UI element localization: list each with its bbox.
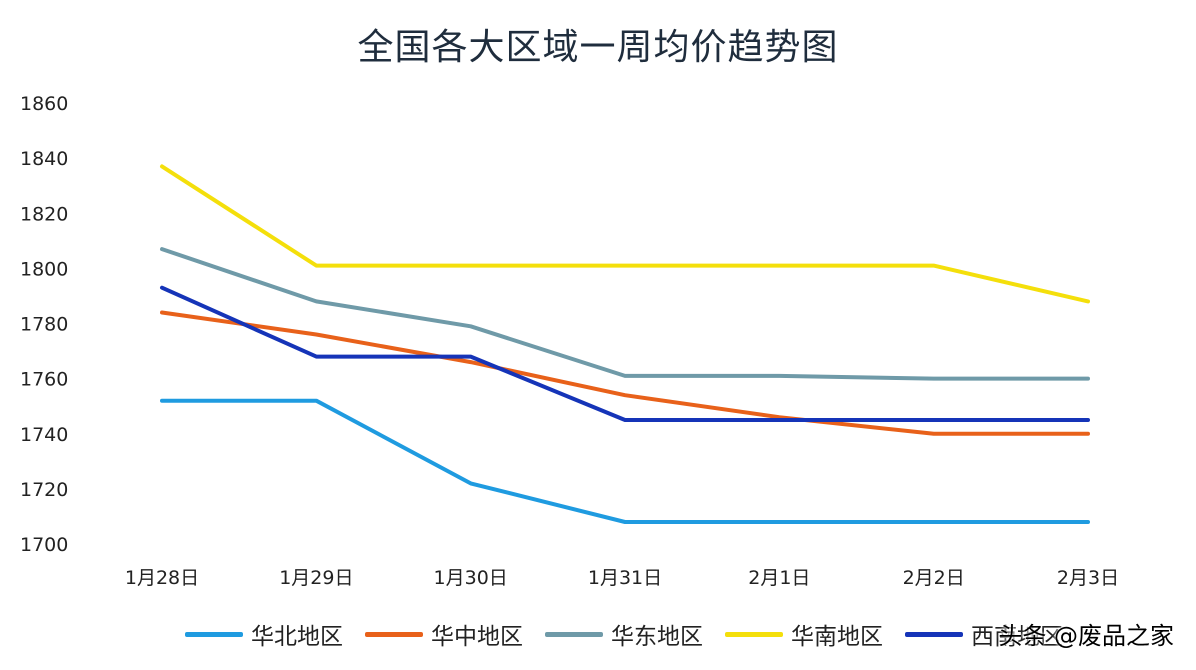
y-tick-label: 1820 (20, 203, 68, 225)
x-tick-label: 1月28日 (125, 567, 199, 589)
x-tick-label: 1月30日 (434, 567, 508, 589)
series-line-2 (160, 247, 1090, 381)
legend-label-huadong: 华东地区 (611, 624, 703, 650)
series-line-1 (160, 310, 1090, 436)
x-tick-label: 1月31日 (588, 567, 662, 589)
y-tick-label: 1700 (20, 534, 68, 556)
legend-item-huadong: 华东地区 (545, 617, 703, 651)
legend-item-huabei: 华北地区 (185, 617, 343, 651)
x-tick-label: 2月3日 (1057, 567, 1119, 589)
legend-swatch-xinan (905, 631, 963, 637)
legend-label-huazhong: 华中地区 (431, 624, 523, 650)
legend-item-huazhong: 华中地区 (365, 617, 523, 651)
legend-label-huanan: 华南地区 (791, 624, 883, 650)
legend-item-xinan: 西南地区 (905, 617, 1063, 651)
series-line-0 (160, 398, 1090, 524)
y-tick-label: 1740 (20, 424, 68, 446)
y-tick-label: 1720 (20, 479, 68, 501)
watermark: 头条 @废品之家 (998, 622, 1174, 650)
series-lines (160, 164, 1090, 524)
x-tick-label: 2月2日 (903, 567, 965, 589)
y-tick-label: 1760 (20, 369, 68, 391)
series-line-3 (160, 164, 1090, 304)
legend-label-xinan: 西南地区 (971, 624, 1063, 650)
x-axis-ticks: 1月28日 1月29日 1月30日 1月31日 2月1日 2月2日 2月3日 (125, 567, 1119, 589)
legend-swatch-huadong (545, 631, 603, 637)
y-axis-ticks: 1700 1720 1740 1760 1780 1800 1820 1840 1860 (20, 93, 68, 556)
y-tick-label: 1860 (20, 93, 68, 115)
legend: 华北地区 华中地区 华东地区 华南地区 西南地区 (185, 614, 1185, 654)
legend-swatch-huazhong (365, 631, 423, 637)
legend-label-huabei: 华北地区 (251, 624, 343, 650)
chart-title: 全国各大区域一周均价趋势图 (357, 27, 839, 68)
series-line-4 (160, 285, 1090, 422)
legend-item-huanan: 华南地区 (725, 617, 883, 651)
legend-swatch-huabei (185, 631, 243, 637)
y-tick-label: 1840 (20, 148, 68, 170)
x-tick-label: 1月29日 (279, 567, 353, 589)
y-tick-label: 1780 (20, 314, 68, 336)
legend-swatch-huanan (725, 631, 783, 637)
x-tick-label: 2月1日 (748, 567, 810, 589)
y-tick-label: 1800 (20, 258, 68, 280)
